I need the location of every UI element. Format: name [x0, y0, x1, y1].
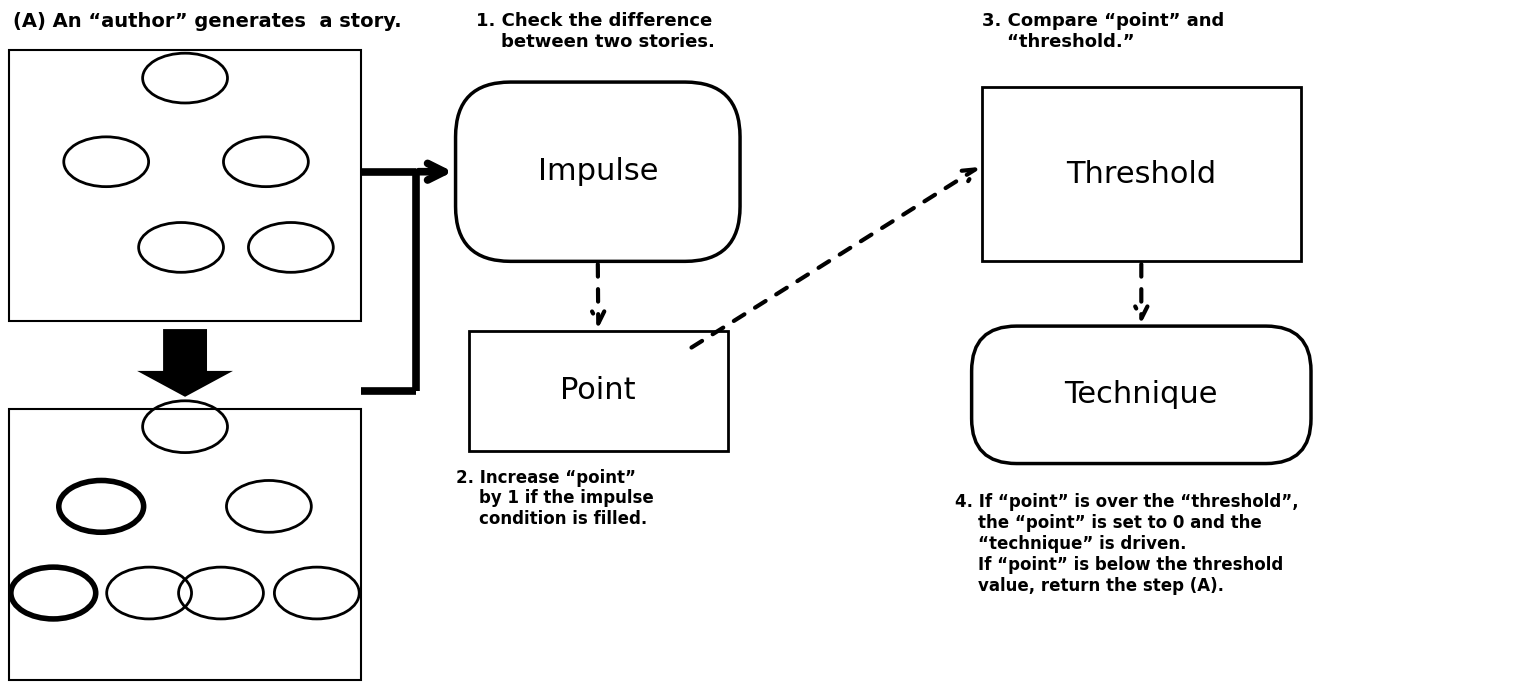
Bar	[981, 87, 1300, 261]
Text: 1. Check the difference
    between two stories.: 1. Check the difference between two stor…	[475, 13, 715, 51]
Bar	[9, 50, 361, 321]
Bar	[9, 409, 361, 679]
Text: (A) An “author” generates  a story.: (A) An “author” generates a story.	[14, 13, 402, 31]
FancyBboxPatch shape	[455, 82, 740, 261]
Text: 2. Increase “point”
    by 1 if the impulse
    condition is filled.: 2. Increase “point” by 1 if the impulse …	[455, 468, 654, 528]
Text: Technique: Technique	[1065, 380, 1218, 410]
Text: Impulse: Impulse	[538, 157, 659, 186]
Bar	[469, 331, 727, 451]
Text: Point: Point	[561, 376, 636, 405]
Text: 3. Compare “point” and
    “threshold.”: 3. Compare “point” and “threshold.”	[981, 13, 1224, 51]
FancyBboxPatch shape	[972, 326, 1311, 463]
Text: Threshold: Threshold	[1067, 159, 1216, 189]
Text: 4. If “point” is over the “threshold”,
    the “point” is set to 0 and the
    “: 4. If “point” is over the “threshold”, t…	[955, 493, 1299, 595]
Polygon shape	[138, 329, 232, 397]
